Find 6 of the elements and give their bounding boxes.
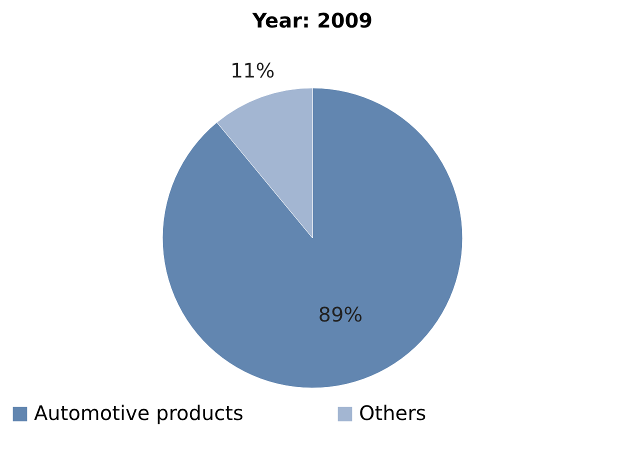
legend-label: Others — [359, 401, 426, 426]
data-label: 11% — [230, 58, 275, 82]
legend-label: Automotive products — [34, 401, 244, 426]
data-label: 89% — [318, 302, 363, 327]
pie-slice — [162, 88, 463, 388]
chart-title: Year: 2009 — [251, 8, 373, 32]
